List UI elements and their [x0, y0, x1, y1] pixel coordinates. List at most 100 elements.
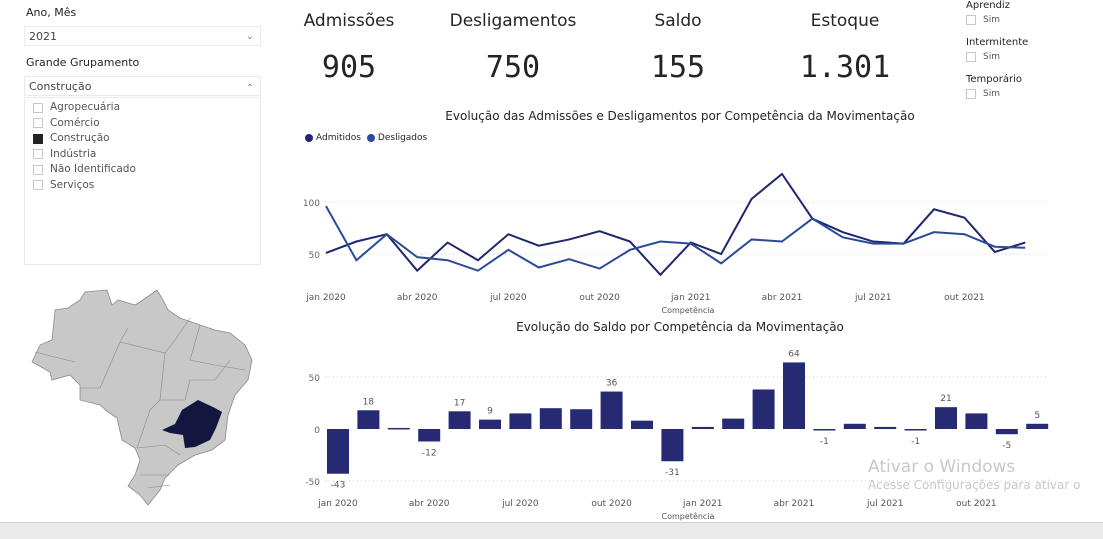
bar[interactable] — [631, 420, 653, 429]
checkbox[interactable] — [33, 102, 43, 113]
grupamento-option[interactable]: Não Identificado — [25, 162, 260, 178]
legend-admitidos[interactable]: Admitidos — [316, 133, 361, 143]
kpi-title: Admissões — [303, 11, 395, 31]
bar[interactable] — [783, 362, 805, 429]
bar[interactable] — [1026, 423, 1049, 429]
grupamento-option[interactable]: Indústria — [25, 147, 260, 163]
series-line-admitidos[interactable] — [325, 172, 1026, 277]
checkbox[interactable] — [33, 180, 43, 191]
checkbox[interactable] — [33, 118, 43, 129]
bar[interactable] — [418, 429, 441, 442]
grupamento-option[interactable]: Comércio — [25, 116, 260, 132]
line-chart-legend: Admitidos Desligados — [305, 133, 427, 143]
option-label: Indústria — [50, 147, 97, 160]
bar[interactable] — [995, 429, 1018, 435]
bar[interactable] — [387, 427, 410, 430]
data-label: 21 — [940, 394, 951, 404]
bar[interactable] — [752, 389, 775, 429]
legend-desligados[interactable]: Desligados — [377, 133, 428, 143]
bar[interactable] — [843, 423, 866, 429]
x-tick-label: jan 2021 — [670, 293, 711, 303]
x-tick-label: jul 2020 — [489, 293, 527, 303]
line-chart-title: Evolução das Admissões e Desligamentos p… — [445, 109, 915, 123]
chevron-down-icon: ⌄ — [245, 31, 254, 42]
bar[interactable] — [965, 413, 988, 429]
x-tick-label: jul 2021 — [866, 499, 903, 509]
checkbox[interactable] — [33, 133, 43, 144]
data-label: 18 — [363, 397, 375, 407]
bar[interactable] — [448, 411, 471, 429]
x-tick-label: jan 2020 — [317, 499, 358, 509]
bar[interactable] — [661, 429, 684, 462]
data-label: -1 — [820, 437, 829, 447]
bar[interactable] — [479, 419, 501, 429]
grupamento-dropdown[interactable]: Construção ⌃ — [24, 76, 261, 96]
bar[interactable] — [570, 409, 593, 429]
data-label: -5 — [1002, 441, 1011, 451]
bar-chart-title: Evolução do Saldo por Competência da Mov… — [516, 320, 844, 334]
flag-option-label: Sim — [983, 15, 1000, 25]
bar[interactable] — [722, 418, 745, 429]
flag-option-label: Sim — [983, 52, 1000, 62]
checkbox[interactable] — [966, 52, 976, 62]
kpi-title: Saldo — [654, 11, 702, 31]
x-tick-label: out 2021 — [956, 499, 997, 509]
bar[interactable] — [357, 410, 380, 429]
data-label: -12 — [422, 448, 437, 458]
ano-mes-dropdown[interactable]: 2021 ⌄ — [24, 26, 261, 46]
legend-dot-admitidos — [305, 134, 313, 142]
flag-title: Intermitente — [966, 37, 1029, 48]
data-label: -1 — [911, 437, 920, 447]
bar[interactable] — [874, 426, 897, 429]
grupamento-option[interactable]: Serviços — [25, 178, 260, 194]
flag-option[interactable]: Sim — [966, 89, 1000, 99]
kpi-value: 905 — [321, 50, 377, 85]
x-tick-label: abr 2021 — [774, 499, 815, 509]
bar[interactable] — [691, 426, 714, 429]
bar[interactable] — [327, 429, 349, 474]
y-tick-label: 100 — [303, 199, 320, 209]
x-tick-label: out 2020 — [591, 499, 632, 509]
y-tick-label: 50 — [309, 251, 321, 261]
x-tick-label: out 2021 — [944, 293, 985, 303]
checkbox[interactable] — [966, 89, 976, 99]
series-line-desligados[interactable] — [325, 205, 1026, 272]
bar[interactable] — [539, 408, 562, 429]
kpi-value: 155 — [650, 50, 706, 85]
watermark-title: Ativar o Windows — [868, 457, 1016, 477]
bar[interactable] — [509, 413, 532, 429]
map-state-minas-gerais[interactable] — [162, 400, 222, 448]
data-label: 36 — [606, 379, 618, 389]
flag-option[interactable]: Sim — [966, 52, 1000, 62]
kpi-value: 750 — [485, 50, 541, 85]
checkbox[interactable] — [966, 15, 976, 25]
bar[interactable] — [935, 407, 957, 429]
legend-dot-desligados — [366, 134, 375, 142]
flag-title: Aprendiz — [966, 0, 1010, 11]
grupamento-option[interactable]: Construção — [25, 131, 260, 147]
option-label: Não Identificado — [50, 163, 136, 175]
data-label: 17 — [454, 398, 465, 408]
checkbox[interactable] — [33, 149, 43, 160]
bar[interactable] — [904, 429, 927, 431]
bar[interactable] — [600, 391, 623, 429]
grupamento-value: Construção — [29, 80, 92, 93]
flag-option[interactable]: Sim — [966, 15, 1000, 25]
grupamento-option[interactable]: Agropecuária — [25, 100, 260, 116]
grupamento-label: Grande Grupamento — [26, 56, 140, 69]
x-tick-label: out 2020 — [579, 293, 620, 303]
flag-title: Temporário — [966, 74, 1023, 85]
map-country-shape[interactable] — [31, 289, 253, 506]
brazil-map[interactable] — [0, 270, 290, 520]
bottom-bar — [0, 522, 1103, 539]
data-label: -43 — [331, 481, 346, 491]
chevron-up-icon: ⌃ — [245, 83, 254, 94]
data-label: 5 — [1034, 411, 1040, 421]
bar[interactable] — [813, 429, 836, 431]
y-tick-label: 0 — [314, 426, 320, 436]
checkbox[interactable] — [33, 164, 43, 175]
x-tick-label: jul 2020 — [501, 499, 539, 509]
kpi-value: 1.301 — [799, 50, 891, 85]
grupamento-options-list: Agropecuária Comércio Construção Indústria N… — [24, 97, 261, 265]
